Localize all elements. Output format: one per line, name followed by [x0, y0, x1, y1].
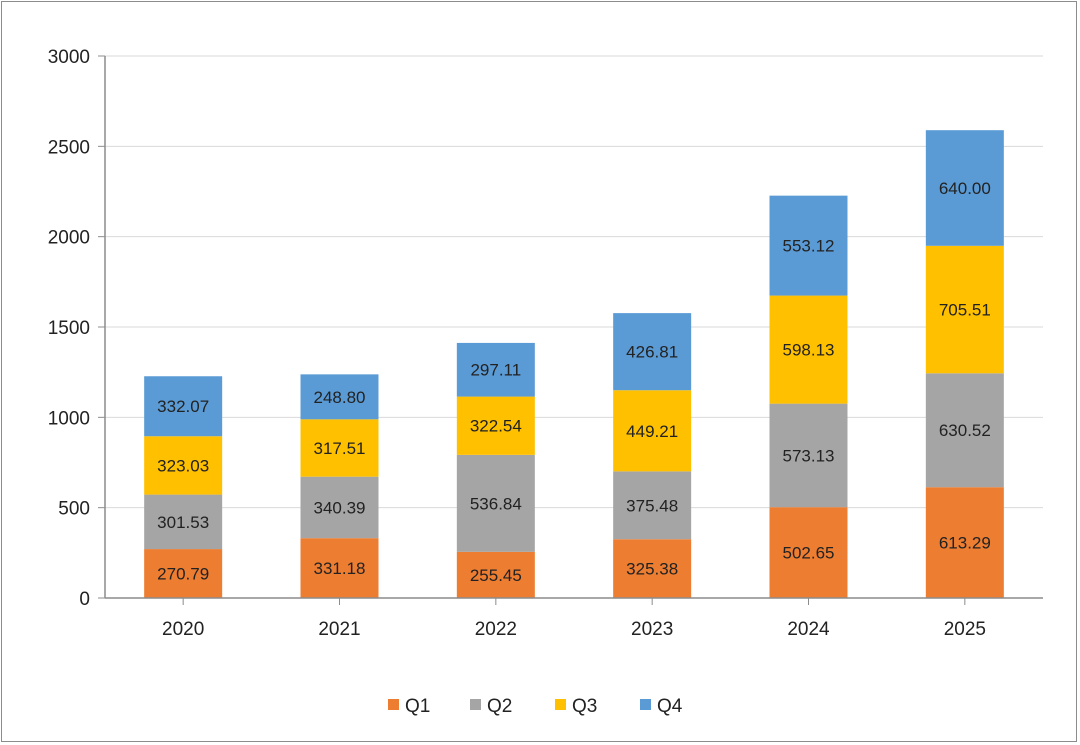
data-label: 640.00 [939, 179, 991, 198]
data-label: 705.51 [939, 301, 991, 320]
bar-segment-q4 [456, 342, 535, 397]
data-label: 502.65 [783, 544, 835, 563]
data-label: 426.81 [626, 343, 678, 362]
y-tick-label: 1000 [48, 408, 90, 429]
x-tick-label: 2021 [318, 619, 360, 640]
legend-swatch-q1 [388, 699, 399, 710]
bar-segment-q3 [925, 245, 1004, 374]
bar-segment-q4 [613, 313, 692, 391]
bar-segment-q2 [144, 494, 223, 550]
data-label: 340.39 [314, 498, 366, 517]
legend-label: Q3 [572, 696, 597, 717]
bar-segment-q1 [925, 487, 1004, 598]
legend-label: Q1 [405, 696, 430, 717]
data-label: 332.07 [157, 397, 209, 416]
y-tick-label: 1500 [48, 318, 90, 339]
data-label: 536.84 [470, 494, 522, 513]
data-label: 255.45 [470, 566, 522, 585]
data-label: 630.52 [939, 421, 991, 440]
bar-segment-q4 [769, 195, 848, 296]
data-label: 331.18 [314, 559, 366, 578]
legend: Q1 Q2 Q3 Q4 [388, 696, 683, 717]
data-label: 573.13 [783, 446, 835, 465]
bar-segment-q1 [613, 539, 692, 598]
bar-segment-q1 [144, 549, 223, 598]
y-tick-label: 2500 [48, 137, 90, 158]
data-label: 322.54 [470, 417, 522, 436]
bar-segment-q2 [613, 471, 692, 540]
data-label: 270.79 [157, 565, 209, 584]
bar-segment-q3 [300, 419, 379, 477]
bar-segment-q1 [300, 538, 379, 598]
data-label: 325.38 [626, 560, 678, 579]
bar-segment-q3 [456, 396, 535, 455]
data-label: 553.12 [783, 237, 835, 256]
data-label: 317.51 [314, 439, 366, 458]
data-label: 248.80 [314, 388, 366, 407]
bars: 270.79 301.53 323.03 332.07 331.18 340.39 317.… [144, 130, 1004, 598]
bar-segment-q2 [456, 454, 535, 552]
bar-segment-q3 [769, 295, 848, 404]
bar-segment-q1 [769, 507, 848, 598]
data-label: 323.03 [157, 456, 209, 475]
data-label: 297.11 [470, 361, 521, 380]
bar-segment-q4 [144, 376, 223, 437]
data-label: 449.21 [626, 422, 678, 441]
x-tick-label: 2022 [475, 619, 517, 640]
bar-segment-q3 [613, 390, 692, 472]
y-tick-label: 2000 [48, 228, 90, 249]
axes: 0 500 1000 1500 2000 2500 3000 2020 2021 2022 2023… [48, 47, 1043, 640]
data-label: 301.53 [157, 513, 209, 532]
legend-label: Q2 [487, 696, 512, 717]
bar-segment-q1 [456, 551, 535, 598]
bar-segment-q2 [925, 373, 1004, 488]
legend-swatch-q3 [555, 699, 566, 710]
legend-label: Q4 [657, 696, 683, 717]
bar-segment-q4 [300, 374, 379, 420]
x-tick-label: 2020 [162, 619, 204, 640]
x-tick-label: 2023 [631, 619, 673, 640]
legend-swatch-q2 [470, 699, 481, 710]
data-label: 613.29 [939, 534, 991, 553]
legend-swatch-q4 [640, 699, 651, 710]
data-label: 375.48 [626, 496, 678, 515]
gridlines [105, 55, 1043, 509]
y-tick-label: 3000 [48, 47, 90, 68]
bar-segment-q4 [925, 130, 1004, 246]
bar-segment-q2 [769, 403, 848, 508]
x-tick-label: 2025 [944, 619, 986, 640]
y-tick-label: 500 [58, 499, 90, 520]
y-tick-label: 0 [79, 589, 90, 610]
bar-segment-q3 [144, 436, 223, 495]
x-tick-label: 2024 [787, 619, 830, 640]
data-label: 598.13 [783, 341, 835, 360]
bar-segment-q2 [300, 476, 379, 539]
